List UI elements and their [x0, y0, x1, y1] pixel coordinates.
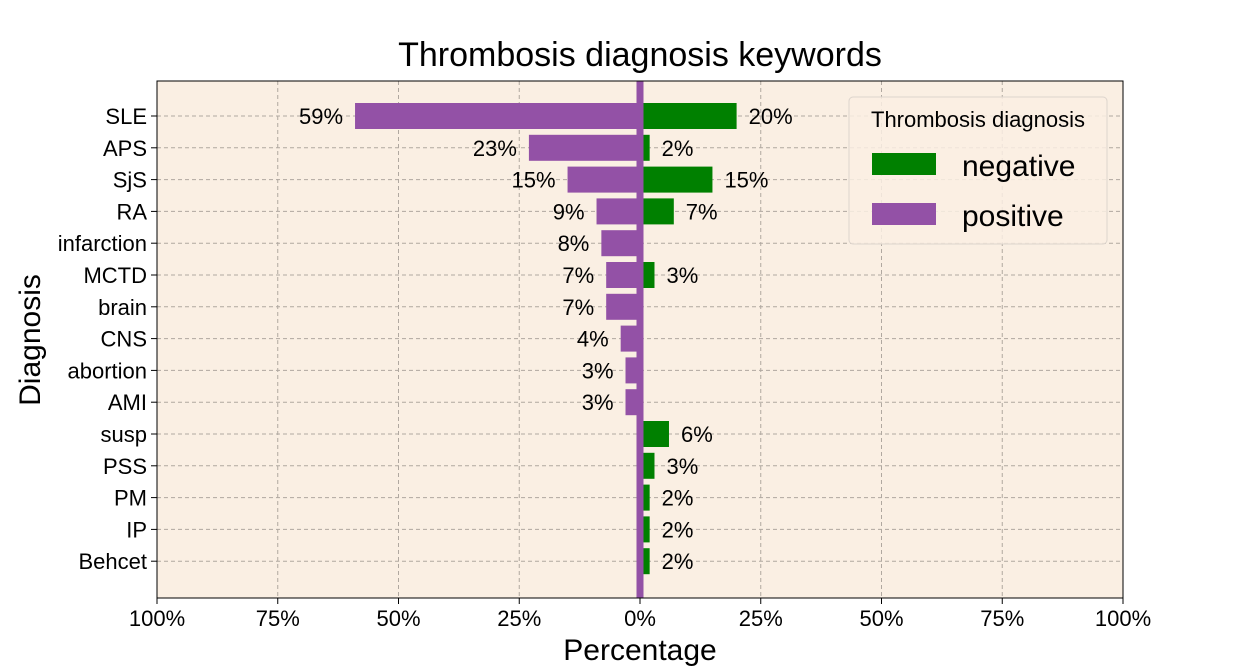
bar-negative-sjs — [640, 166, 713, 193]
bar-value-label: 2% — [662, 549, 694, 574]
bar-value-label: 15% — [724, 168, 768, 193]
bar-value-label: 3% — [666, 454, 698, 479]
bar-value-label: 2% — [662, 517, 694, 542]
bar-positive-brain — [606, 293, 640, 320]
bar-value-label: 9% — [553, 199, 585, 224]
bar-value-label: 3% — [582, 358, 614, 383]
bar-value-label: 7% — [686, 199, 718, 224]
x-tick-label: 50% — [376, 606, 420, 631]
bar-value-label: 7% — [562, 263, 594, 288]
y-tick-label: PM — [114, 486, 147, 511]
x-tick-label: 0% — [624, 606, 656, 631]
bar-negative-aps — [640, 134, 650, 161]
y-tick-label: abortion — [67, 358, 147, 383]
y-tick-label: RA — [116, 199, 147, 224]
zero-line — [636, 81, 644, 598]
bar-value-label: 23% — [473, 136, 517, 161]
legend-swatch-positive — [872, 203, 936, 225]
bar-positive-ra — [596, 198, 640, 225]
bar-negative-pm — [640, 484, 650, 511]
bar-value-label: 7% — [562, 295, 594, 320]
bar-negative-ip — [640, 516, 650, 543]
y-tick-label: AMI — [108, 390, 147, 415]
x-tick-label: 25% — [497, 606, 541, 631]
bar-negative-susp — [640, 421, 669, 447]
y-tick-label: MCTD — [83, 263, 147, 288]
x-tick-label: 25% — [739, 606, 783, 631]
bar-negative-ra — [640, 198, 674, 225]
x-tick-label: 75% — [980, 606, 1024, 631]
bar-positive-mctd — [606, 262, 640, 288]
legend-title: Thrombosis diagnosis — [871, 107, 1085, 132]
bar-negative-sle — [640, 103, 737, 129]
y-tick-label: CNS — [101, 327, 147, 352]
bar-negative-mctd — [640, 262, 655, 288]
bar-value-label: 20% — [749, 104, 793, 129]
y-tick-label: brain — [98, 295, 147, 320]
bar-negative-behcet — [640, 548, 650, 575]
chart-title: Thrombosis diagnosis keywords — [398, 36, 882, 74]
x-axis-label: Percentage — [563, 634, 716, 667]
legend-entry-negative: negative — [962, 150, 1075, 183]
bar-value-label: 6% — [681, 422, 713, 447]
bar-value-label: 59% — [299, 104, 343, 129]
bar-value-label: 2% — [662, 136, 694, 161]
bar-positive-sle — [355, 103, 640, 129]
y-tick-label: APS — [103, 136, 147, 161]
y-tick-label: susp — [101, 422, 147, 447]
y-tick-label: PSS — [103, 454, 147, 479]
bar-positive-cns — [620, 325, 640, 352]
x-tick-label: 75% — [256, 606, 300, 631]
bar-value-label: 4% — [577, 327, 609, 352]
bar-positive-sjs — [567, 166, 640, 193]
bar-positive-ami — [625, 389, 640, 416]
bar-value-label: 15% — [512, 168, 556, 193]
x-tick-label: 50% — [859, 606, 903, 631]
y-tick-label: Behcet — [79, 549, 148, 574]
bar-value-label: 2% — [662, 486, 694, 511]
x-tick-label: 100% — [129, 606, 185, 631]
bar-value-label: 3% — [666, 263, 698, 288]
y-tick-label: SLE — [105, 104, 147, 129]
bar-negative-pss — [640, 452, 655, 479]
y-tick-label: IP — [126, 517, 147, 542]
bar-value-label: 3% — [582, 390, 614, 415]
bar-positive-infarction — [601, 230, 640, 257]
x-tick-label: 100% — [1095, 606, 1151, 631]
bar-positive-abortion — [625, 357, 640, 384]
legend-entry-positive: positive — [962, 200, 1064, 233]
bar-positive-aps — [528, 134, 640, 161]
bar-value-label: 8% — [558, 231, 590, 256]
legend-swatch-negative — [872, 153, 936, 175]
y-axis-label: Diagnosis — [14, 274, 47, 406]
y-tick-label: infarction — [58, 231, 147, 256]
y-tick-label: SjS — [113, 168, 147, 193]
